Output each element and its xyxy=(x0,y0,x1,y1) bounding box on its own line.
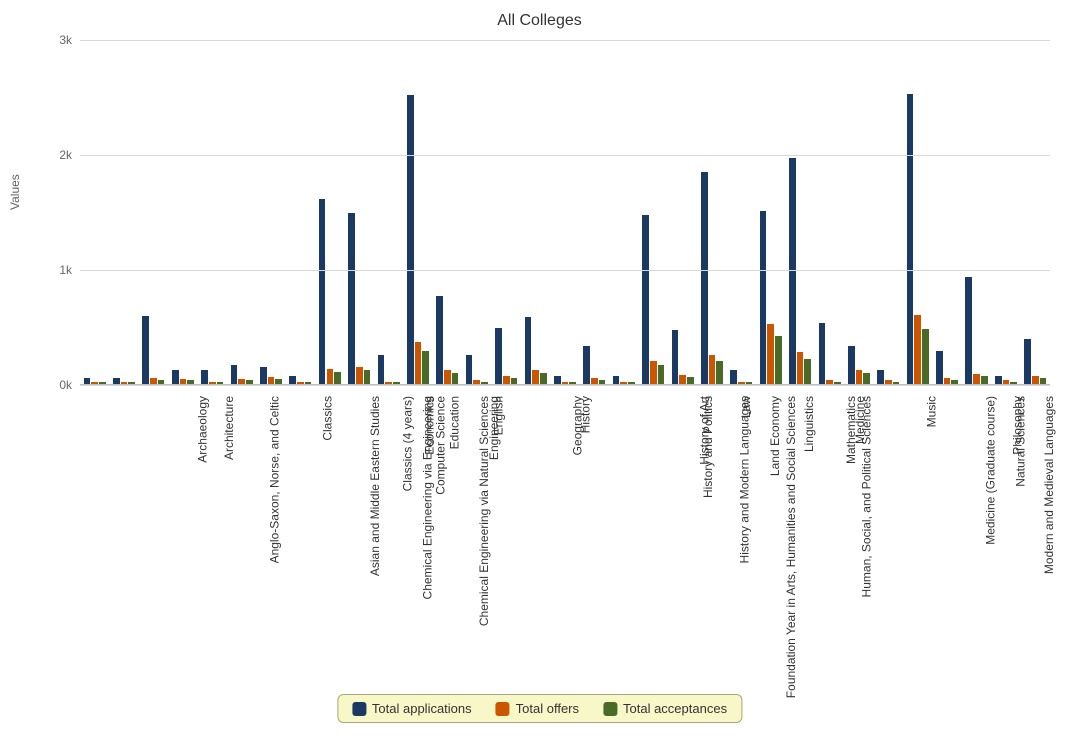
bar[interactable] xyxy=(407,95,414,385)
grid-line xyxy=(80,155,1050,156)
bar[interactable] xyxy=(797,352,804,385)
bar[interactable] xyxy=(775,336,782,385)
legend-swatch-acceptances xyxy=(603,702,617,716)
grid-line xyxy=(80,385,1050,386)
bar[interactable] xyxy=(356,367,363,385)
x-tick-label: Architecture xyxy=(223,396,237,460)
bar[interactable] xyxy=(319,199,326,385)
bar[interactable] xyxy=(658,365,665,385)
x-axis-labels: Anglo-Saxon, Norse, and Celtic Archaeolog… xyxy=(80,390,1050,690)
bar[interactable] xyxy=(819,323,826,385)
bar[interactable] xyxy=(583,346,590,385)
bar[interactable] xyxy=(231,365,238,385)
x-tick-label: Classics (4 years) xyxy=(401,396,415,491)
bar[interactable] xyxy=(804,359,811,385)
legend-label: Total acceptances xyxy=(623,701,727,716)
x-tick-label: Medicine xyxy=(853,396,867,444)
bar[interactable] xyxy=(650,361,657,385)
x-tick-label: Asian and Middle Eastern Studies xyxy=(368,396,382,576)
bar[interactable] xyxy=(348,213,355,386)
y-axis-label: Values xyxy=(8,174,22,210)
legend-item-applications[interactable]: Total applications xyxy=(352,701,472,716)
bar[interactable] xyxy=(495,328,502,386)
bar[interactable] xyxy=(922,329,929,385)
x-tick-label: Archaeology xyxy=(196,396,210,463)
bar[interactable] xyxy=(701,172,708,385)
bar[interactable] xyxy=(730,370,737,385)
chart-container: All Colleges Values 0k1k2k3k Anglo-Saxon… xyxy=(0,0,1079,741)
bar[interactable] xyxy=(642,215,649,385)
bar[interactable] xyxy=(877,370,884,385)
bar[interactable] xyxy=(789,158,796,385)
bar[interactable] xyxy=(260,367,267,385)
x-tick-label: Music xyxy=(925,396,939,427)
bar[interactable] xyxy=(378,355,385,385)
x-tick-label: Economics xyxy=(423,396,437,455)
bar[interactable] xyxy=(532,370,539,385)
x-tick-label: Classics xyxy=(321,396,335,441)
grid-line xyxy=(80,270,1050,271)
bar[interactable] xyxy=(907,94,914,385)
bar[interactable] xyxy=(965,277,972,385)
x-tick-label: Foundation Year in Arts, Humanities and … xyxy=(784,396,798,698)
legend-label: Total applications xyxy=(372,701,472,716)
bar[interactable] xyxy=(201,370,208,385)
x-tick-label: History and Modern Languages xyxy=(737,396,751,563)
bar[interactable] xyxy=(364,370,371,385)
bar[interactable] xyxy=(436,296,443,385)
bar[interactable] xyxy=(716,361,723,385)
legend-item-offers[interactable]: Total offers xyxy=(496,701,579,716)
x-tick-label: Philosophy xyxy=(1011,396,1025,455)
bar[interactable] xyxy=(444,370,451,385)
plot-area: 0k1k2k3k xyxy=(80,40,1050,385)
legend-label: Total offers xyxy=(516,701,579,716)
bar[interactable] xyxy=(760,211,767,385)
bars-layer xyxy=(80,40,1050,385)
x-tick-label: Anglo-Saxon, Norse, and Celtic xyxy=(267,396,281,563)
bar[interactable] xyxy=(767,324,774,385)
bar[interactable] xyxy=(709,355,716,385)
x-tick-label: History xyxy=(578,396,592,433)
chart-title: All Colleges xyxy=(0,12,1079,30)
bar[interactable] xyxy=(172,370,179,385)
x-tick-label: Modern and Medieval Languages xyxy=(1042,396,1056,574)
bar[interactable] xyxy=(672,330,679,385)
x-tick-label: Linguistics xyxy=(802,396,816,452)
grid-line xyxy=(80,40,1050,41)
y-tick-label: 2k xyxy=(59,148,80,162)
bar[interactable] xyxy=(525,317,532,385)
bar[interactable] xyxy=(856,370,863,385)
legend: Total applications Total offers Total ac… xyxy=(337,694,742,723)
x-tick-label: Education xyxy=(447,396,461,449)
y-tick-label: 0k xyxy=(59,378,80,392)
x-tick-label: Law xyxy=(739,396,753,418)
x-tick-label: Land Economy xyxy=(768,396,782,476)
bar[interactable] xyxy=(422,351,429,386)
bar[interactable] xyxy=(466,355,473,385)
bar[interactable] xyxy=(848,346,855,385)
x-tick-label: English xyxy=(492,396,506,435)
bar[interactable] xyxy=(415,342,422,385)
y-tick-label: 3k xyxy=(59,33,80,47)
legend-swatch-applications xyxy=(352,702,366,716)
bar[interactable] xyxy=(936,351,943,386)
bar[interactable] xyxy=(327,369,334,385)
legend-item-acceptances[interactable]: Total acceptances xyxy=(603,701,727,716)
legend-swatch-offers xyxy=(496,702,510,716)
bar[interactable] xyxy=(142,316,149,385)
y-tick-label: 1k xyxy=(59,263,80,277)
bar[interactable] xyxy=(1024,339,1031,385)
x-tick-label: History of Art xyxy=(697,396,711,465)
bar[interactable] xyxy=(914,315,921,385)
x-tick-label: Medicine (Graduate course) xyxy=(983,396,997,545)
